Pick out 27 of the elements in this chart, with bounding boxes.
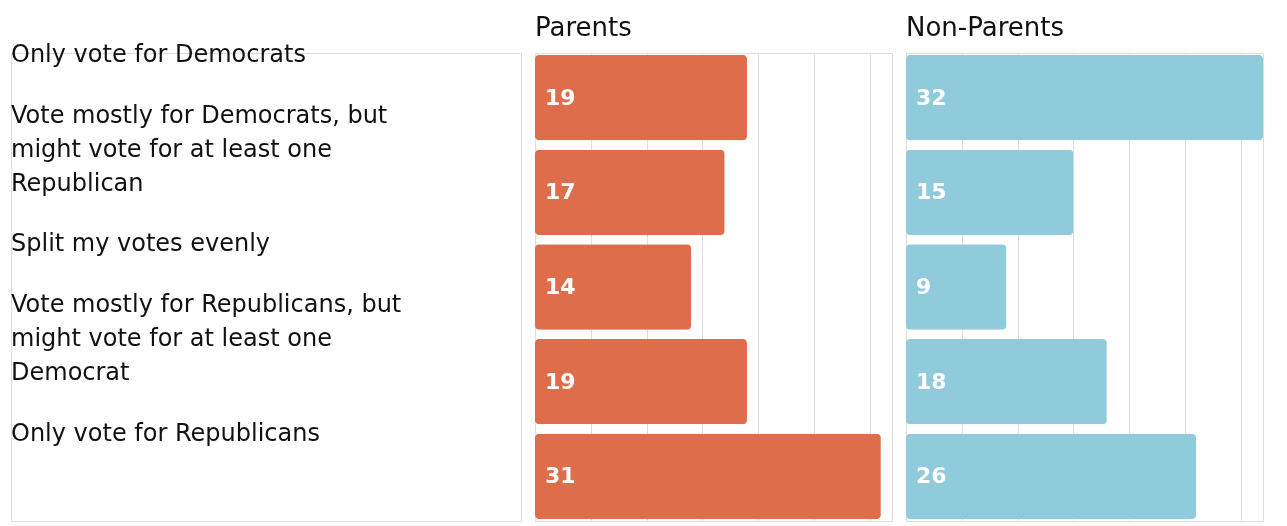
data-label: 9 [916, 274, 932, 299]
y-tick-label: Vote mostly for Democrats, but might vote for at least one Republican [11, 100, 388, 197]
data-label: 26 [916, 463, 947, 489]
y-tick-label: Only vote for Democrats [11, 39, 306, 68]
bar [906, 54, 1263, 141]
bar [535, 54, 747, 141]
data-label: 18 [916, 368, 947, 394]
y-tick-label: Vote mostly for Republicans, but might vote for at least one Democrat [11, 290, 402, 387]
y-tick-label: Split my votes evenly [11, 229, 271, 258]
data-label: 31 [545, 463, 576, 489]
bar [535, 149, 725, 235]
chart-title: Parents [535, 12, 632, 42]
data-label: 19 [545, 368, 576, 394]
data-label: 19 [545, 84, 576, 110]
bar [535, 339, 747, 425]
bar [906, 339, 1107, 425]
bar [535, 433, 881, 520]
bar [535, 244, 692, 330]
bar [906, 149, 1074, 235]
data-label: 17 [545, 179, 576, 205]
data-label: 15 [916, 179, 947, 205]
data-label: 14 [545, 274, 576, 299]
data-label: 32 [916, 84, 947, 110]
bar [906, 433, 1197, 520]
chart-title: Non-Parents [906, 12, 1064, 42]
y-tick-label: Only vote for Republicans [11, 418, 320, 447]
bar [906, 244, 1007, 330]
